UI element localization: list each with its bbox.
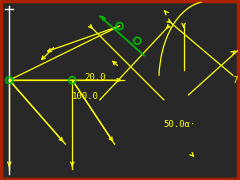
Text: 100.0: 100.0 [72, 92, 98, 101]
Text: 50.0α·: 50.0α· [164, 120, 196, 129]
Text: 7: 7 [233, 76, 238, 85]
Text: 20.0: 20.0 [84, 73, 106, 82]
